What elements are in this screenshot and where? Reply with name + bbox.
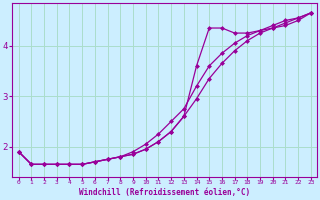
X-axis label: Windchill (Refroidissement éolien,°C): Windchill (Refroidissement éolien,°C) — [79, 188, 250, 197]
